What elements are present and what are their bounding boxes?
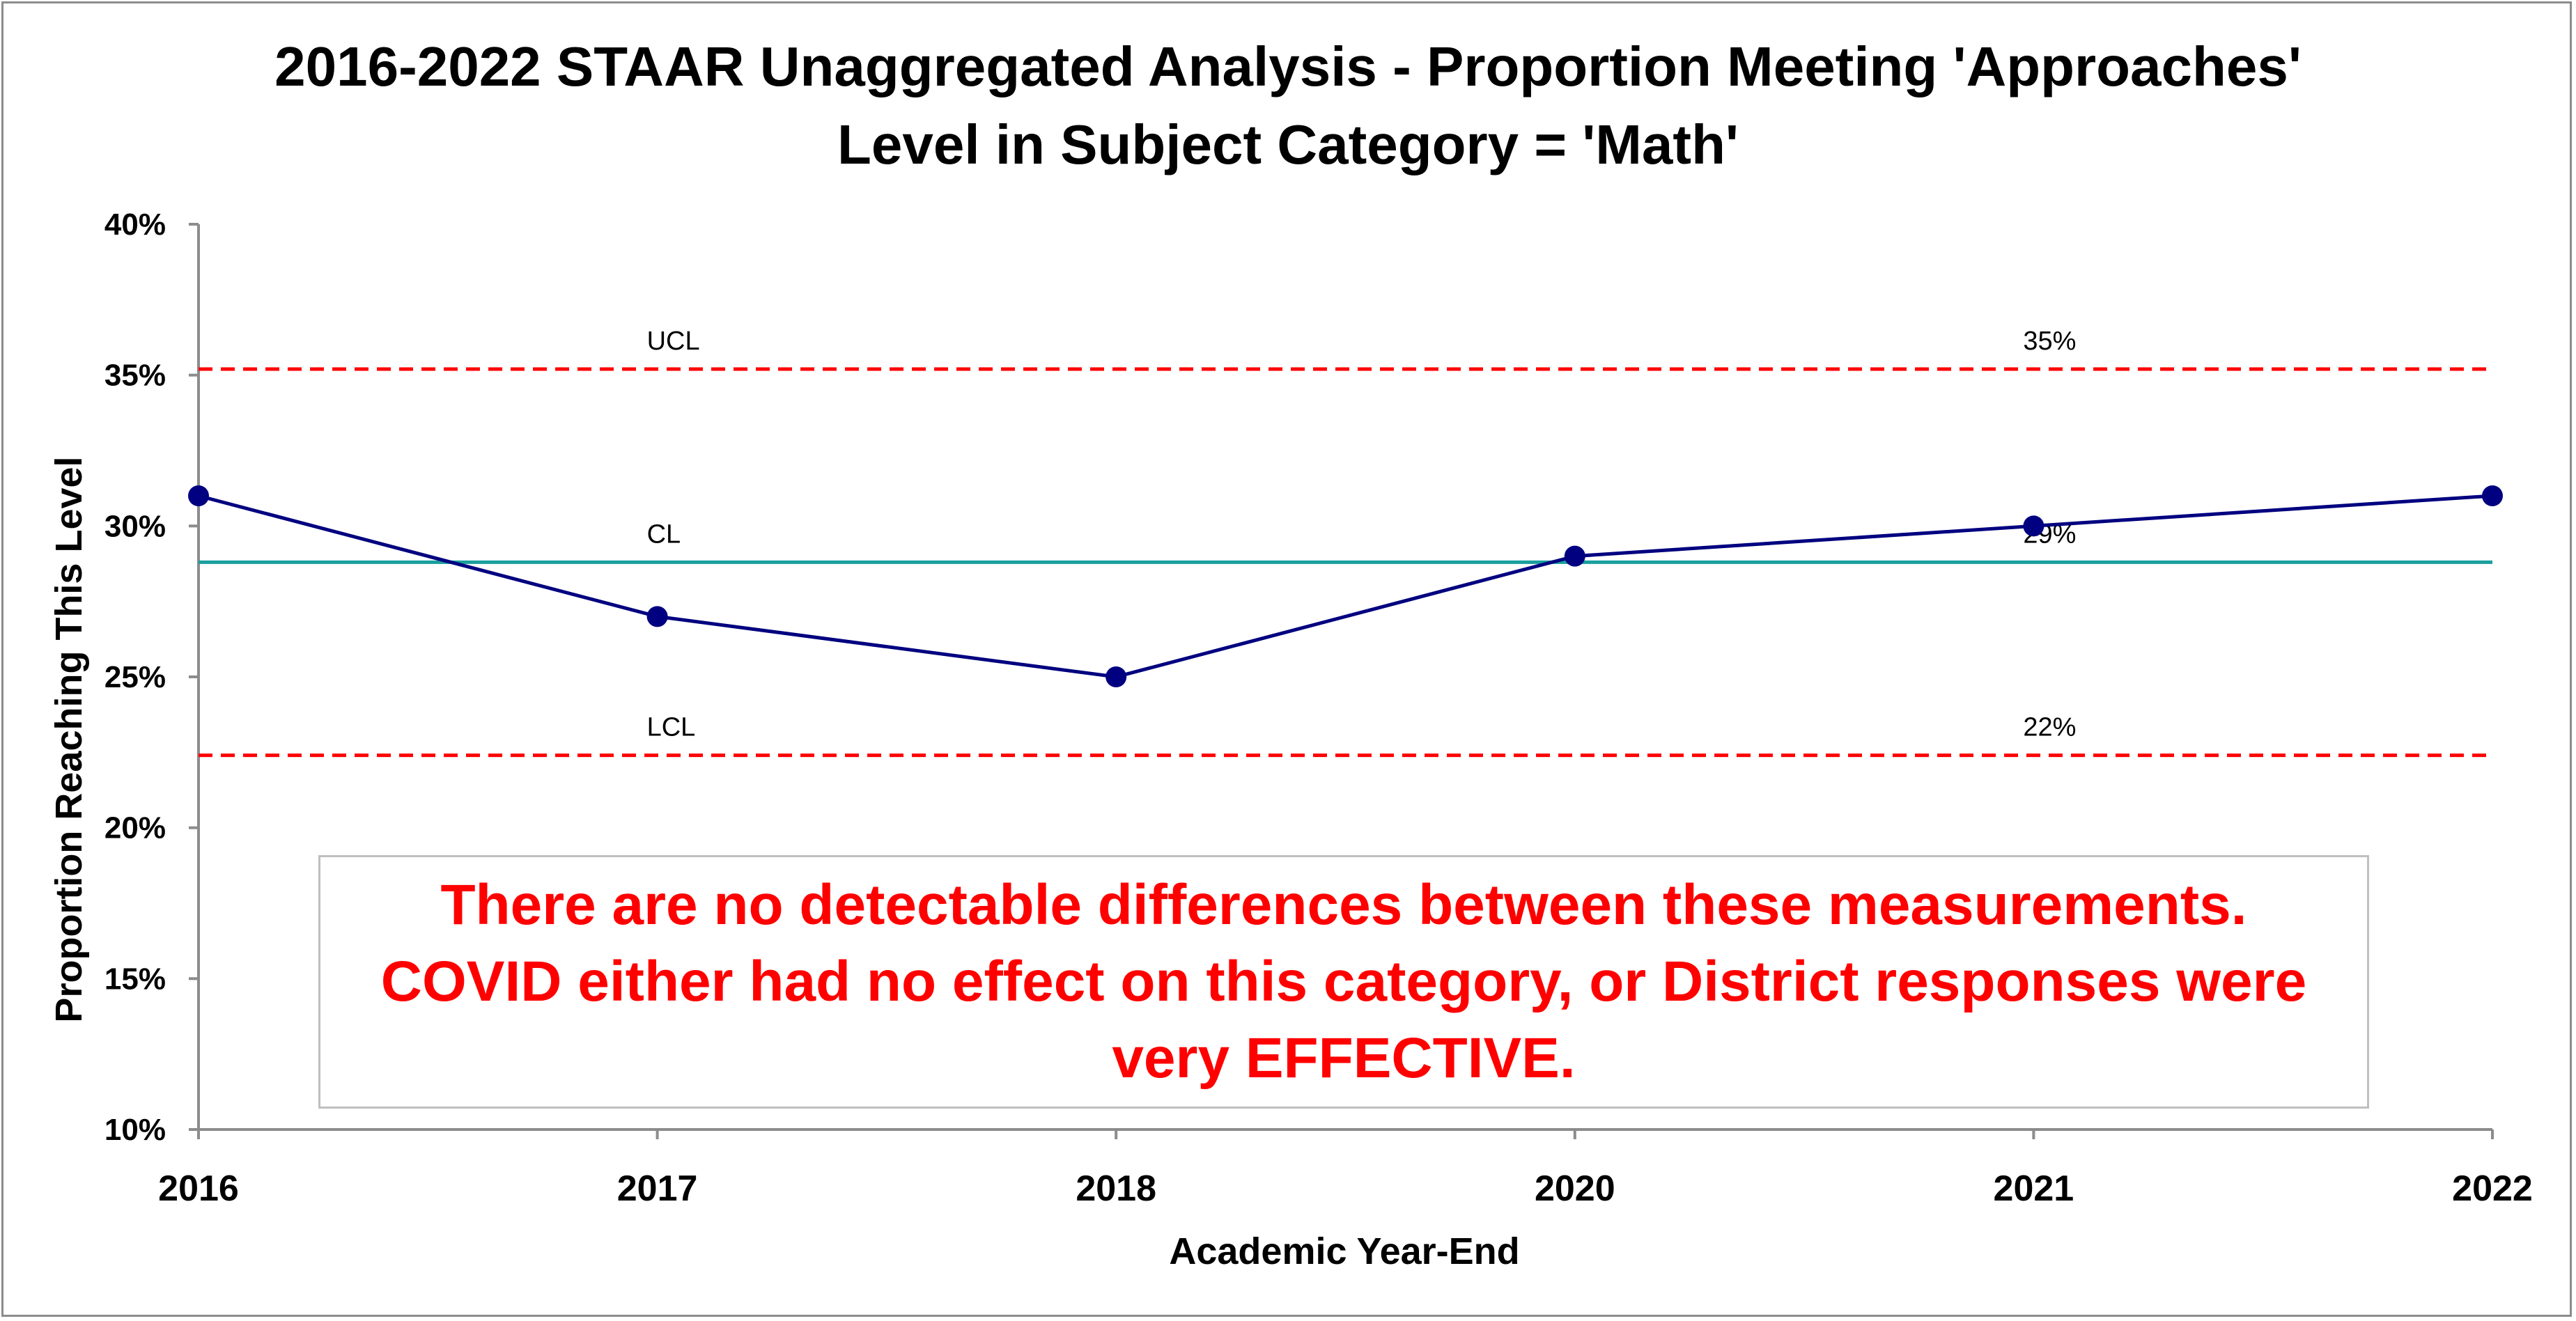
y-tick-label: 30% bbox=[104, 509, 166, 543]
x-tick-label: 2017 bbox=[617, 1168, 698, 1209]
data-point bbox=[188, 485, 209, 506]
ucl-label: UCL bbox=[647, 327, 700, 356]
data-point bbox=[2482, 485, 2503, 506]
axes bbox=[189, 223, 2494, 1139]
ucl-value-label: 35% bbox=[2023, 327, 2076, 356]
data-point bbox=[2023, 515, 2044, 537]
x-tick-label: 2016 bbox=[158, 1168, 239, 1209]
data-series bbox=[188, 485, 2503, 687]
annotation-text: There are no detectable differences betw… bbox=[380, 873, 2307, 1090]
y-tick-label: 20% bbox=[104, 811, 166, 845]
y-tick-label: 15% bbox=[104, 962, 166, 996]
y-axis-title: Proportion Reaching This Level bbox=[48, 456, 90, 1022]
chart-title-line-2: Level in Subject Category = 'Math' bbox=[837, 114, 1739, 175]
x-tick-label: 2020 bbox=[1535, 1168, 1615, 1209]
x-tick-label: 2018 bbox=[1076, 1168, 1156, 1209]
cl-label: CL bbox=[647, 519, 681, 549]
lcl-value-label: 22% bbox=[2023, 713, 2076, 742]
tick-labels: 10% 15% 20% 25% 30% 35% 40% 2016 2017 2018 2020 202… bbox=[104, 208, 2533, 1209]
data-point bbox=[1105, 666, 1127, 687]
annotation-box: There are no detectable differences betw… bbox=[318, 855, 2369, 1109]
data-point bbox=[1564, 545, 1585, 567]
control-limit-lines: UCL 35%CL 29%LCL 22% bbox=[199, 327, 2492, 758]
lcl-label: LCL bbox=[647, 713, 696, 742]
x-tick-label: 2021 bbox=[1994, 1168, 2074, 1209]
chart-title-line-1: 2016-2022 STAAR Unaggregated Analysis - … bbox=[274, 36, 2302, 97]
data-point bbox=[646, 606, 668, 627]
y-tick-label: 40% bbox=[104, 208, 166, 242]
series-line bbox=[198, 494, 2493, 679]
x-tick-label: 2022 bbox=[2452, 1168, 2533, 1209]
y-tick-label: 25% bbox=[104, 660, 166, 694]
y-tick-label: 35% bbox=[104, 359, 166, 393]
y-tick-label: 10% bbox=[104, 1113, 166, 1147]
x-axis-title: Academic Year-End bbox=[1169, 1230, 1519, 1272]
